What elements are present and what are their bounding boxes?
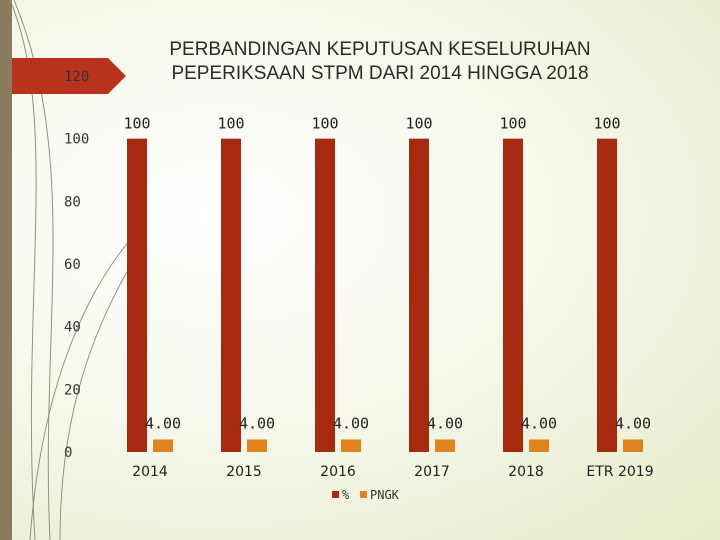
x-category-label: 2016 [320,464,356,480]
bar-pngk [623,439,643,452]
bar-percent [221,138,241,452]
bar-pngk [529,439,549,452]
decorative-lines [9,0,141,540]
y-tick-label: 0 [64,445,72,461]
red-accent-tab [12,58,126,94]
y-tick-label: 120 [64,69,89,85]
data-label-percent: 100 [499,115,526,133]
left-accent-bar [0,0,12,540]
chart-title-line-2: PEPERIKSAAN STPM DARI 2014 HINGGA 2018 [171,63,589,84]
data-label-pngk: 4.00 [333,414,369,432]
data-label-percent: 100 [593,115,620,133]
x-category-label: ETR 2019 [586,464,653,480]
x-category-label: 2018 [508,464,544,480]
legend-swatch-percent [332,491,339,498]
bar-percent [597,138,617,452]
legend-swatch-pngk [360,491,367,498]
bar-pngk [153,439,173,452]
bar-percent [409,138,429,452]
y-tick-label: 40 [64,320,81,336]
chart-title-line-1: PERBANDINGAN KEPUTUSAN KESELURUHAN [169,39,591,60]
x-category-label: 2017 [414,464,450,480]
y-tick-label: 80 [64,194,81,210]
y-tick-label: 60 [64,257,81,273]
y-tick-label: 20 [64,382,81,398]
x-category-label: 2015 [226,464,262,480]
chart-title: PERBANDINGAN KEPUTUSAN KESELURUHAN PEPER… [120,38,640,86]
data-label-percent: 100 [123,115,150,133]
legend-label-percent: % [342,488,350,502]
data-label-percent: 100 [405,115,432,133]
data-label-pngk: 4.00 [239,414,275,432]
data-label-pngk: 4.00 [427,414,463,432]
legend-label-pngk: PNGK [370,488,400,502]
bar-pngk [435,439,455,452]
x-category-label: 2014 [132,464,168,480]
bar-percent [127,138,147,452]
bar-pngk [341,439,361,452]
bar-percent [315,138,335,452]
bar-pngk [247,439,267,452]
data-label-percent: 100 [311,115,338,133]
bar-percent [503,138,523,452]
data-label-percent: 100 [217,115,244,133]
data-label-pngk: 4.00 [615,414,651,432]
data-label-pngk: 4.00 [521,414,557,432]
y-tick-label: 100 [64,132,89,148]
data-label-pngk: 4.00 [145,414,181,432]
